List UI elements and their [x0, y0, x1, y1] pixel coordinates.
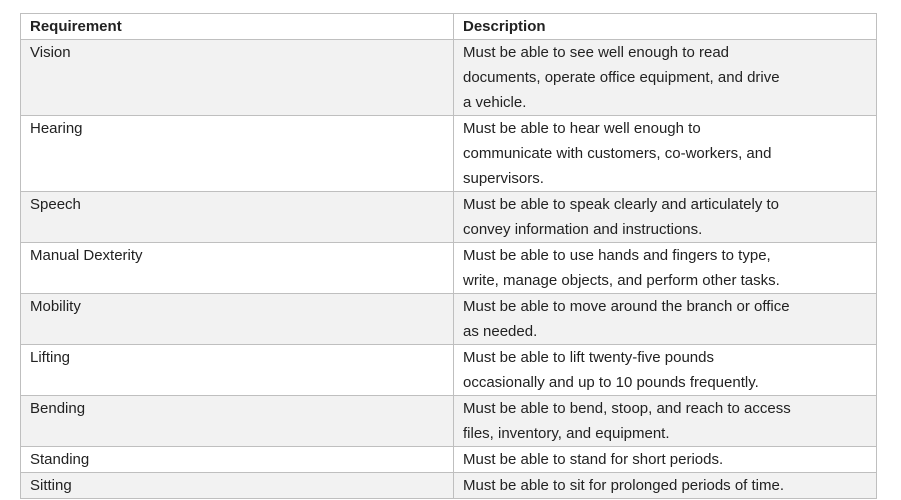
table-row: Lifting Must be able to lift twenty-five… [20, 344, 877, 396]
column-header-requirement: Requirement [20, 13, 454, 40]
description-cell: Must be able to lift twenty-five pounds … [453, 344, 877, 396]
requirement-cell: Hearing [20, 115, 454, 192]
description-cell: Must be able to sit for prolonged period… [453, 472, 877, 499]
requirement-cell: Sitting [20, 472, 454, 499]
requirements-table: Requirement Description Vision Must be a… [20, 13, 877, 499]
table-row: Vision Must be able to see well enough t… [20, 39, 877, 116]
table-row: Bending Must be able to bend, stoop, and… [20, 395, 877, 447]
table-row: Mobility Must be able to move around the… [20, 293, 877, 345]
document-page: Requirement Description Vision Must be a… [20, 13, 877, 499]
requirement-cell: Manual Dexterity [20, 242, 454, 294]
header-row: Requirement Description [20, 13, 877, 40]
description-cell: Must be able to see well enough to read … [453, 39, 877, 116]
requirement-cell: Speech [20, 191, 454, 243]
description-cell: Must be able to hear well enough to comm… [453, 115, 877, 192]
requirement-cell: Vision [20, 39, 454, 116]
table-row: Sitting Must be able to sit for prolonge… [20, 472, 877, 499]
requirement-cell: Standing [20, 446, 454, 473]
table-row: Manual Dexterity Must be able to use han… [20, 242, 877, 294]
requirement-cell: Bending [20, 395, 454, 447]
description-cell: Must be able to speak clearly and articu… [453, 191, 877, 243]
requirement-cell: Lifting [20, 344, 454, 396]
column-header-description: Description [453, 13, 877, 40]
description-cell: Must be able to move around the branch o… [453, 293, 877, 345]
table-row: Hearing Must be able to hear well enough… [20, 115, 877, 192]
description-cell: Must be able to stand for short periods. [453, 446, 877, 473]
table-row: Speech Must be able to speak clearly and… [20, 191, 877, 243]
description-cell: Must be able to use hands and fingers to… [453, 242, 877, 294]
requirement-cell: Mobility [20, 293, 454, 345]
table-row: Standing Must be able to stand for short… [20, 446, 877, 473]
description-cell: Must be able to bend, stoop, and reach t… [453, 395, 877, 447]
